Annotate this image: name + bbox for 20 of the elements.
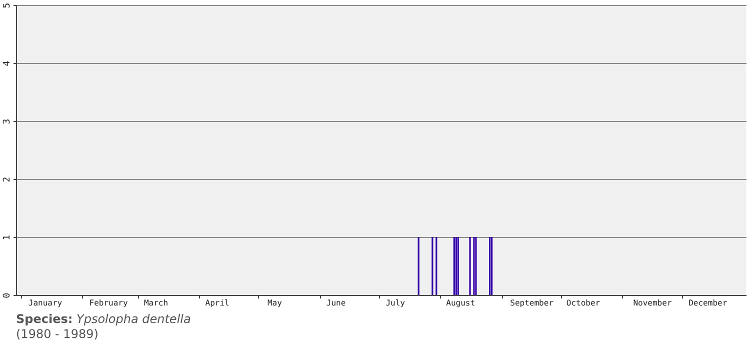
y-tick-label: 2	[2, 176, 12, 182]
text: Species: Ypsolopha dentella	[16, 312, 191, 326]
y-tick-label: 3	[2, 118, 12, 124]
x-tick-label: July	[386, 298, 406, 308]
y-tick-label: 4	[2, 60, 12, 66]
y-tick-label: 5	[2, 2, 12, 8]
x-tick-label: August	[446, 298, 476, 308]
text: (1980 - 1989)	[16, 327, 100, 342]
x-tick-label: May	[267, 298, 282, 308]
y-tick-label: 1	[2, 234, 12, 240]
x-tick-label: December	[688, 298, 728, 308]
y-tick-label: 0	[2, 292, 12, 298]
x-tick-label: January	[28, 298, 62, 308]
x-tick-label: September	[510, 298, 554, 308]
x-tick-label: February	[89, 298, 128, 308]
x-tick-label: November	[633, 298, 672, 308]
x-tick-label: June	[326, 298, 346, 308]
x-tick-label: March	[144, 298, 168, 308]
x-tick-label: April	[205, 298, 230, 308]
x-tick-label: October	[566, 298, 600, 308]
